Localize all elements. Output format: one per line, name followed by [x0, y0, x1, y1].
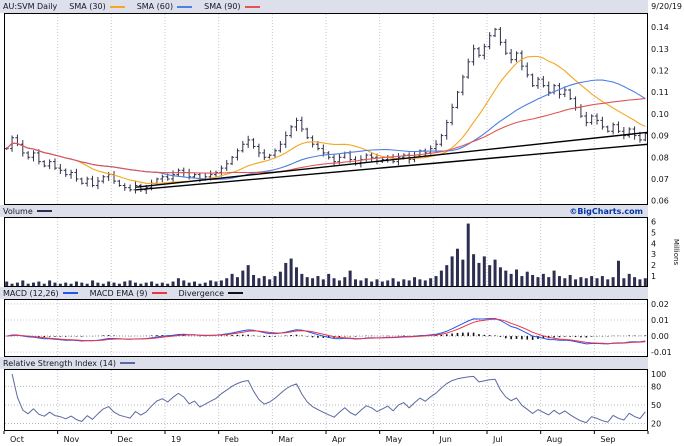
svg-text:Oct: Oct: [10, 435, 24, 444]
svg-text:Feb: Feb: [225, 435, 239, 444]
rsi-panel-header: Relative Strength Index (14): [0, 357, 648, 369]
volume-legend: Volume: [3, 207, 52, 216]
svg-text:0.01: 0.01: [651, 316, 669, 325]
svg-text:Jul: Jul: [492, 435, 503, 444]
rsi-legend: Relative Strength Index (14): [3, 359, 135, 368]
macd-panel-plot: 0.02 0.01 0.00 -0.01: [4, 299, 672, 357]
svg-text:Jun: Jun: [438, 435, 452, 444]
sma90-line-swatch: [244, 5, 260, 8]
svg-text:0.06: 0.06: [651, 197, 669, 205]
macd-ema-legend-label: MACD EMA (9): [89, 288, 148, 298]
sma30-legend-label: SMA (30): [69, 2, 106, 11]
svg-text:19: 19: [171, 435, 181, 444]
svg-text:Mar: Mar: [278, 435, 294, 444]
svg-text:-0.01: -0.01: [651, 348, 672, 357]
svg-text:0.13: 0.13: [651, 45, 669, 54]
sma60-legend: SMA (60): [136, 2, 193, 11]
rsi-panel-plot: 100 80 50 20: [4, 369, 666, 431]
volume-label: Volume: [3, 206, 33, 216]
svg-text:50: 50: [651, 401, 661, 410]
chart-date: 9/20/19: [651, 2, 682, 11]
rsi-line-swatch: [119, 362, 135, 364]
divergence-legend: Divergence: [179, 289, 244, 298]
volume-panel-plot: 6 5 4 3 2 1 Millions: [4, 217, 680, 287]
svg-text:Nov: Nov: [64, 435, 80, 444]
svg-text:0.14: 0.14: [651, 23, 669, 32]
macd-ema-legend: MACD EMA (9): [90, 289, 167, 298]
macd-legend-label: MACD (12,26): [3, 288, 59, 298]
svg-text:Millions: Millions: [672, 239, 680, 266]
price-panel-header: AU:SVM Daily SMA (30) SMA (60) SMA (90): [0, 0, 648, 13]
svg-text:May: May: [386, 435, 403, 444]
macd-legend: MACD (12,26): [3, 289, 78, 298]
rsi-legend-label: Relative Strength Index (14): [3, 358, 116, 368]
svg-text:0.10: 0.10: [651, 110, 669, 119]
macd-ema-line-swatch: [151, 292, 167, 294]
svg-text:6: 6: [651, 217, 656, 226]
svg-text:0.09: 0.09: [651, 132, 669, 141]
symbol-label: AU:SVM Daily: [3, 2, 58, 11]
svg-text:0.08: 0.08: [651, 153, 669, 162]
divergence-legend-label: Divergence: [178, 288, 225, 298]
divergence-line-swatch: [228, 292, 244, 294]
svg-text:1: 1: [651, 272, 656, 281]
sma60-line-swatch: [177, 5, 193, 8]
svg-text:20: 20: [651, 420, 661, 429]
volume-line-swatch: [36, 210, 52, 212]
svg-text:2: 2: [651, 261, 656, 270]
sma30-legend: SMA (30): [69, 2, 125, 11]
svg-text:0.11: 0.11: [651, 88, 669, 97]
svg-text:0.00: 0.00: [651, 332, 669, 341]
svg-text:80: 80: [651, 382, 661, 391]
sma90-legend-label: SMA (90): [204, 2, 241, 11]
volume-panel-header: Volume ©BigCharts.com: [0, 205, 648, 217]
svg-text:0.07: 0.07: [651, 175, 669, 184]
svg-text:Apr: Apr: [332, 435, 347, 444]
svg-text:100: 100: [651, 370, 666, 379]
svg-text:5: 5: [651, 228, 656, 237]
price-panel-plot: 0.14 0.13 0.12 0.11 0.10 0.09 0.08 0.07 0.06: [4, 13, 669, 205]
sma60-legend-label: SMA (60): [136, 2, 174, 11]
svg-text:Dec: Dec: [117, 435, 132, 444]
macd-line-swatch: [62, 292, 78, 294]
xaxis-row: Oct Nov Dec 19 Feb Mar Apr May Jun Jul Aug Sep: [3, 431, 649, 444]
bigcharts-watermark: ©BigCharts.com: [569, 206, 643, 216]
macd-panel-header: MACD (12,26) MACD EMA (9) Divergence: [0, 287, 648, 299]
sma90-legend: SMA (90): [204, 2, 260, 11]
svg-text:0.12: 0.12: [651, 66, 669, 75]
sma30-line-swatch: [109, 5, 125, 8]
svg-text:0.02: 0.02: [651, 300, 669, 309]
svg-text:3: 3: [651, 250, 656, 259]
svg-text:Sep: Sep: [600, 435, 615, 444]
svg-text:Aug: Aug: [547, 435, 563, 444]
svg-text:4: 4: [651, 239, 656, 248]
